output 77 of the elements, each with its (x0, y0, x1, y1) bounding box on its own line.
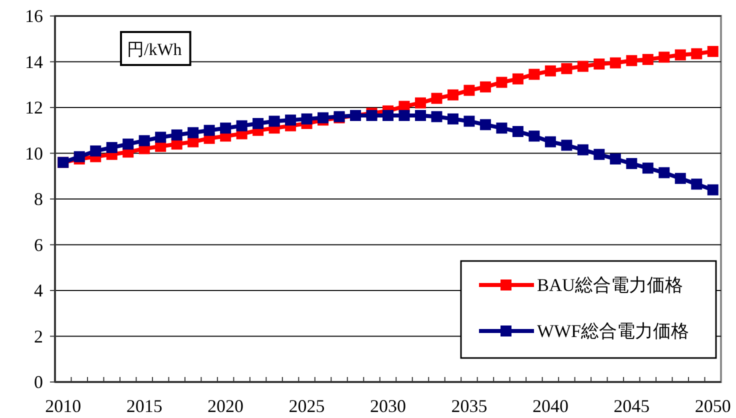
point (626, 158, 638, 170)
point (414, 110, 426, 122)
point (544, 136, 556, 148)
point (480, 81, 491, 92)
point (414, 97, 426, 108)
point (691, 178, 702, 190)
point (155, 132, 166, 143)
point (285, 114, 296, 126)
point (431, 92, 442, 104)
y-tick-label: 0 (34, 372, 43, 392)
x-tick-label: 2010 (45, 396, 82, 416)
point (171, 129, 182, 140)
point (366, 110, 378, 122)
point (642, 54, 654, 65)
point (138, 135, 150, 146)
x-tick-label: 2025 (288, 396, 325, 416)
point (496, 76, 508, 88)
point (528, 130, 540, 142)
point (528, 68, 540, 80)
x-tick-label: 2045 (614, 396, 650, 416)
point (691, 48, 702, 60)
y-tick-label: 6 (34, 234, 43, 255)
point (707, 46, 718, 57)
x-tick-label: 2020 (208, 396, 244, 416)
point (707, 184, 718, 196)
point (594, 148, 605, 160)
legend-label: WWF総合電力価格 (537, 321, 689, 341)
point (577, 144, 588, 156)
point (658, 167, 670, 178)
point (496, 122, 508, 134)
point (480, 119, 491, 130)
point (268, 116, 280, 127)
y-tick-label: 8 (34, 189, 43, 209)
y-tick-label: 16 (25, 6, 43, 26)
x-tick-label: 2050 (694, 396, 731, 416)
point (674, 172, 686, 184)
point (464, 84, 475, 96)
y-tick-label: 4 (34, 280, 43, 300)
point (594, 58, 605, 70)
point (464, 116, 475, 127)
y-tick-label: 14 (25, 52, 43, 72)
y-tick-label: 10 (25, 143, 43, 164)
y-tick-label: 12 (25, 98, 43, 118)
point (561, 140, 572, 151)
y-tick-label: 2 (34, 326, 43, 346)
point (301, 113, 312, 124)
point (236, 120, 248, 132)
point (90, 145, 102, 156)
point (447, 113, 458, 124)
y-axis-title: 円/kWh (127, 40, 182, 59)
legend-label: BAU総合電力価格 (537, 275, 684, 295)
point (642, 162, 654, 174)
point (626, 55, 638, 66)
point (561, 63, 572, 74)
point (252, 118, 264, 130)
point (658, 52, 670, 63)
point (106, 142, 118, 154)
point (431, 111, 442, 122)
point (610, 153, 621, 164)
point (188, 127, 199, 138)
point (577, 60, 588, 72)
point (544, 65, 556, 76)
point (398, 110, 410, 122)
x-tick-label: 2040 (532, 396, 568, 416)
point (122, 138, 134, 150)
point (318, 112, 329, 124)
point (610, 57, 621, 68)
x-tick-label: 2015 (126, 396, 162, 416)
point (512, 126, 524, 138)
point (204, 124, 215, 136)
point (674, 49, 686, 60)
x-tick-label: 2035 (451, 396, 488, 416)
x-tick-label: 2030 (370, 396, 406, 416)
point (447, 89, 458, 100)
point (382, 110, 394, 122)
point (220, 122, 232, 134)
point (512, 73, 524, 84)
